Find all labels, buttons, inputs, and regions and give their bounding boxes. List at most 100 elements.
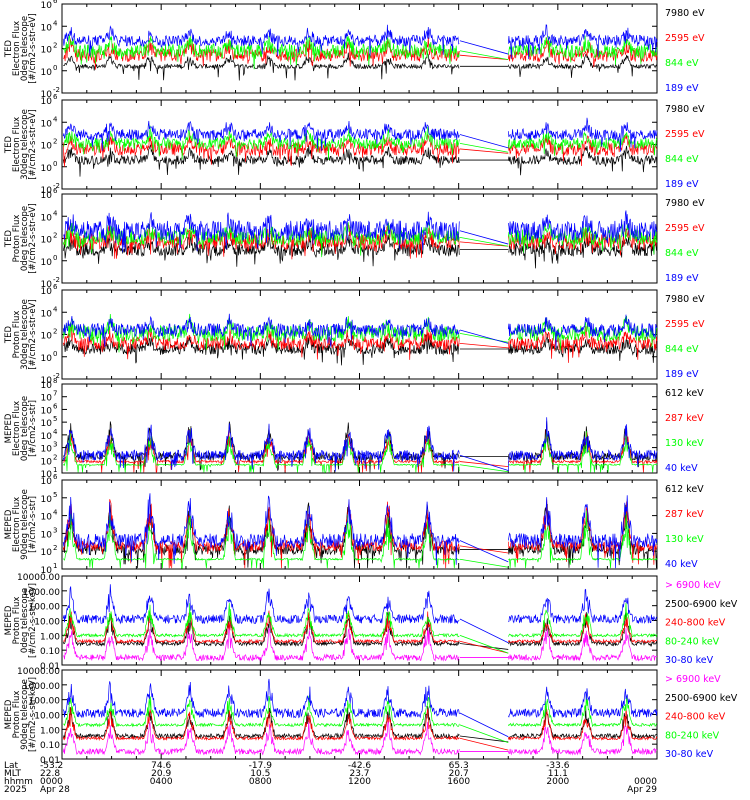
y-tick-exponent: 2: [53, 42, 57, 50]
gap-connector: [459, 148, 509, 154]
y-axis-label: TED: [4, 39, 14, 58]
x-axis-row-label: Lat: [4, 761, 19, 771]
gap-connector: [459, 712, 509, 738]
series-trace: [62, 24, 658, 60]
series-trace: [63, 52, 658, 81]
y-tick-exponent: 1: [53, 562, 57, 570]
y-tick-exponent: 2: [53, 232, 57, 240]
y-tick-label: 0.01: [40, 662, 60, 672]
y-tick-exponent: 2: [53, 138, 57, 146]
y-tick-label: 10: [41, 97, 53, 107]
series-trace: [63, 622, 658, 662]
y-tick-label: 10: [41, 46, 53, 56]
x-tick-lat-value: -42.6: [348, 761, 372, 771]
legend-entry: 844 eV: [665, 58, 699, 69]
y-axis-label: 90deg telescope: [20, 489, 30, 560]
y-tick-label: 10: [41, 419, 53, 429]
y-axis-label: 30deg telescope: [20, 109, 30, 180]
y-tick-exponent: 0: [53, 350, 57, 358]
y-tick-exponent: 3: [53, 526, 57, 534]
series-trace: [62, 332, 658, 366]
y-tick-label: 10: [41, 258, 53, 268]
panel-8: 10000.00 1000.00 100.00 10.00 1.00 0.10 0.01 ME…: [4, 667, 738, 766]
y-tick-exponent: 6: [53, 93, 58, 101]
legend-entry: 2500-6900 keV: [665, 693, 738, 704]
y-axis-label: 30deg telescope: [20, 299, 30, 370]
y-axis-label: [#/cm2-s-str]: [28, 496, 38, 553]
y-tick-label: 1000.00: [23, 588, 60, 598]
gap-connector: [459, 236, 509, 247]
gap-connector: [459, 343, 509, 349]
x-tick-date-value: Apr 28: [40, 785, 70, 795]
y-tick-label: 10: [41, 119, 53, 129]
y-tick-exponent: 7: [53, 390, 57, 398]
y-axis-label: [#/cm2-s-str-eV]: [28, 203, 38, 273]
y-axis-label: MEPED: [4, 605, 14, 635]
x-tick-mlt-value: 22.8: [40, 769, 60, 779]
y-tick-label: 10: [41, 381, 53, 391]
legend-entry: 130 keV: [665, 438, 704, 449]
legend-entry: 2595 eV: [665, 129, 705, 140]
y-tick-label: 10000.00: [17, 573, 60, 583]
y-tick-exponent: 4: [53, 209, 58, 217]
x-tick-lat-value: 74.6: [151, 761, 171, 771]
y-axis-label: 0deg telescope: [20, 206, 30, 271]
series-trace: [63, 694, 658, 728]
legend-entry: 287 keV: [665, 413, 704, 424]
gap-connector: [459, 50, 509, 61]
y-axis-label: [#/cm2-s-str]: [28, 400, 38, 457]
y-tick-label: 10: [41, 394, 53, 404]
gap-connector: [459, 332, 509, 343]
legend-entry: 30-80 keV: [665, 655, 714, 666]
y-tick-label: 100.00: [29, 603, 61, 613]
y-tick-label: 10: [41, 376, 53, 386]
gap-connector: [459, 142, 509, 153]
y-tick-label: 0.01: [40, 756, 60, 766]
legend-entry: 240-800 keV: [665, 712, 726, 723]
gap-connector: [459, 540, 509, 563]
y-axis-label: Proton Flux: [12, 311, 22, 359]
y-tick-exponent: 0: [53, 160, 57, 168]
y-axis-label: Electron Flux: [12, 117, 22, 172]
y-tick-exponent: 5: [53, 491, 57, 499]
x-tick-hhmm-value: 2000: [546, 777, 569, 787]
series-trace: [62, 706, 658, 742]
gap-connector: [459, 230, 509, 245]
y-tick-exponent: 4: [53, 428, 58, 436]
y-tick-label: 10: [41, 236, 53, 246]
y-tick-exponent: 2: [53, 544, 57, 552]
y-tick-label: 10: [41, 332, 53, 342]
y-tick-label: 10: [41, 432, 53, 442]
series-trace: [63, 602, 658, 639]
legend-entry: 80-240 keV: [665, 730, 720, 741]
legend-entry: 30-80 keV: [665, 749, 714, 760]
y-axis-label: TED: [4, 325, 14, 344]
y-tick-label: 1.00: [40, 632, 60, 642]
y-tick-label: 10: [41, 495, 53, 505]
y-axis-label: 0deg telescope: [20, 396, 30, 461]
x-tick-mlt-value: 11.1: [548, 769, 568, 779]
legend-entry: > 6900 keV: [665, 580, 721, 591]
legend-entry: 130 keV: [665, 534, 704, 545]
y-tick-exponent: -2: [53, 276, 60, 284]
y-tick-label: 10: [41, 470, 53, 480]
gap-connector: [459, 134, 509, 149]
gap-connector: [459, 737, 509, 751]
gap-connector: [459, 558, 509, 568]
y-tick-exponent: 5: [53, 415, 57, 423]
legend-entry: 612 keV: [665, 388, 704, 399]
y-tick-label: 1000.00: [23, 682, 60, 692]
y-axis-label: Electron Flux: [12, 497, 22, 552]
legend-entry: 240-800 keV: [665, 618, 726, 629]
y-tick-label: 1.00: [40, 726, 60, 736]
y-tick-label: 10: [41, 513, 53, 523]
y-tick-label: 10: [41, 477, 53, 487]
y-tick-exponent: 6: [53, 473, 58, 481]
y-tick-label: 0.10: [40, 647, 60, 657]
y-axis-label: 0deg telescope: [20, 16, 30, 81]
y-tick-exponent: 6: [53, 0, 58, 5]
